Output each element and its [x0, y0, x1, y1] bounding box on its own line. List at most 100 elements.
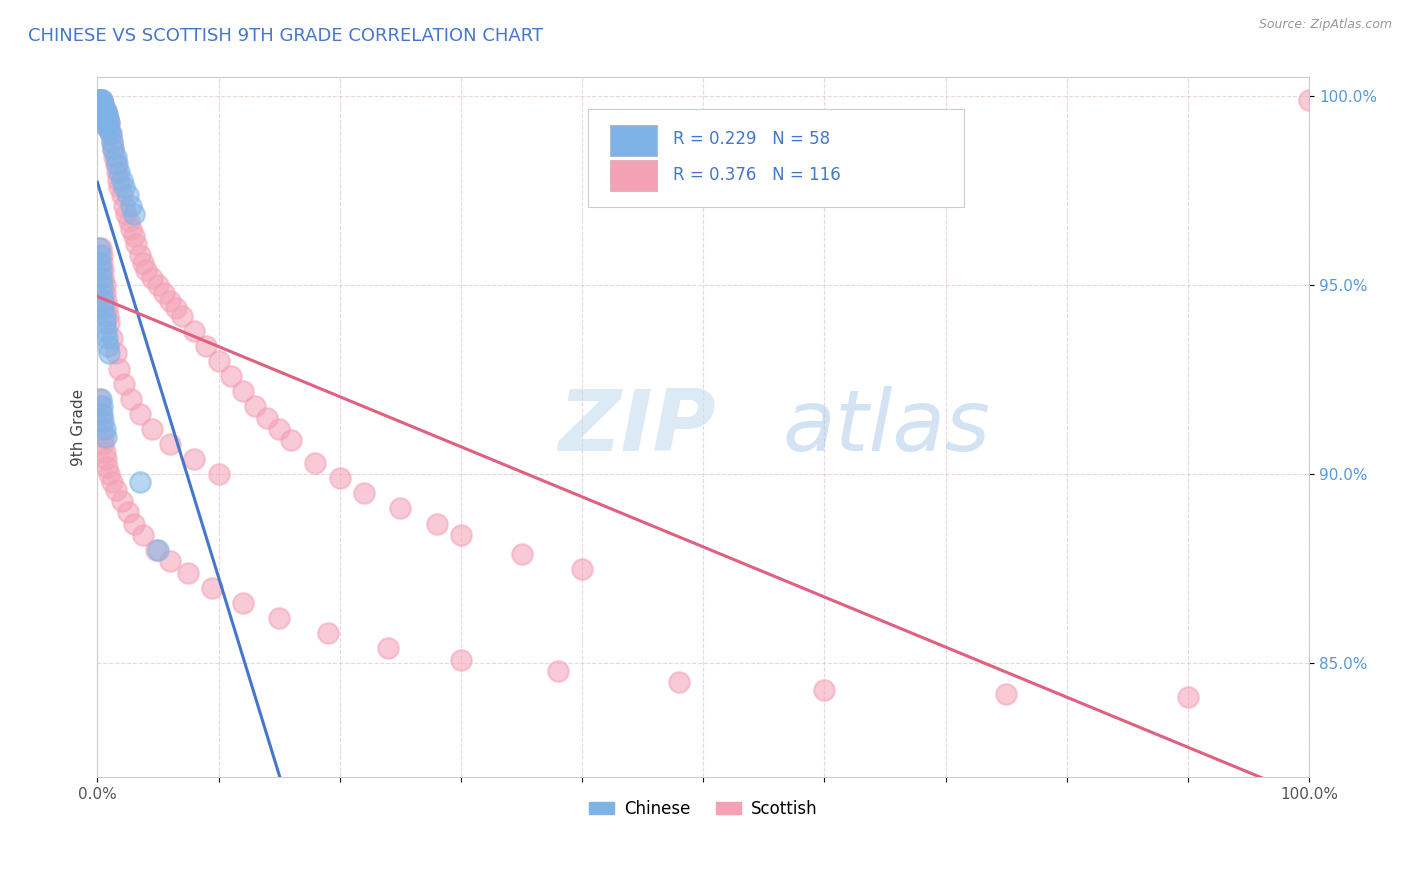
Text: atlas: atlas: [782, 385, 990, 468]
Point: [104, 150, 127, 164]
Point: [122, 206, 145, 220]
Point: [146, 543, 169, 558]
Point: [995, 687, 1018, 701]
Point: [96, 108, 118, 122]
Point: [93, 415, 115, 429]
Point: [93, 422, 115, 436]
Point: [105, 165, 128, 179]
Point: [159, 554, 181, 568]
Point: [159, 437, 181, 451]
Point: [120, 392, 142, 406]
Point: [90, 93, 112, 107]
Point: [89, 248, 111, 262]
Point: [112, 199, 135, 213]
Point: [98, 116, 121, 130]
Point: [91, 400, 114, 414]
Point: [101, 142, 124, 156]
Point: [108, 165, 131, 179]
FancyBboxPatch shape: [610, 125, 657, 156]
Point: [91, 93, 114, 107]
Point: [91, 101, 114, 115]
Point: [89, 255, 111, 269]
Point: [219, 369, 242, 384]
Point: [98, 116, 121, 130]
Point: [269, 611, 291, 625]
Point: [316, 626, 339, 640]
Point: [101, 135, 124, 149]
Point: [141, 270, 163, 285]
Point: [112, 376, 135, 391]
Point: [90, 392, 112, 406]
Point: [90, 407, 112, 421]
Point: [98, 123, 121, 137]
Point: [389, 501, 412, 516]
Point: [91, 422, 114, 436]
Text: CHINESE VS SCOTTISH 9TH GRADE CORRELATION CHART: CHINESE VS SCOTTISH 9TH GRADE CORRELATIO…: [28, 27, 543, 45]
Point: [153, 285, 176, 300]
Point: [159, 293, 181, 308]
Point: [132, 255, 155, 269]
Point: [243, 400, 266, 414]
Point: [183, 452, 205, 467]
Point: [94, 116, 117, 130]
Point: [128, 475, 150, 489]
Point: [93, 429, 115, 443]
Point: [97, 339, 120, 353]
Point: [93, 101, 115, 115]
Point: [93, 444, 115, 458]
Point: [89, 104, 111, 119]
Point: [813, 682, 835, 697]
Point: [668, 675, 690, 690]
Point: [96, 108, 118, 122]
Point: [90, 241, 112, 255]
Point: [112, 180, 135, 194]
Point: [128, 407, 150, 421]
Point: [125, 236, 148, 251]
FancyBboxPatch shape: [610, 160, 657, 191]
Point: [97, 112, 120, 126]
Point: [90, 108, 112, 122]
Point: [145, 543, 167, 558]
Point: [426, 516, 449, 531]
Y-axis label: 9th Grade: 9th Grade: [72, 389, 86, 466]
Point: [93, 104, 115, 119]
Point: [87, 101, 110, 115]
Text: ZIP: ZIP: [558, 385, 716, 468]
Point: [93, 293, 115, 308]
FancyBboxPatch shape: [588, 109, 965, 207]
Point: [128, 248, 150, 262]
Point: [141, 422, 163, 436]
Point: [93, 437, 115, 451]
Point: [87, 93, 110, 107]
Point: [571, 562, 593, 576]
Point: [94, 429, 117, 443]
Legend: Chinese, Scottish: Chinese, Scottish: [582, 793, 824, 824]
Point: [89, 93, 111, 107]
Point: [450, 528, 472, 542]
Point: [91, 96, 114, 111]
Point: [98, 123, 121, 137]
Point: [87, 241, 110, 255]
Point: [232, 384, 254, 399]
Point: [93, 104, 115, 119]
Point: [146, 278, 169, 293]
Point: [97, 112, 120, 126]
Point: [201, 581, 224, 595]
Point: [93, 285, 115, 300]
Point: [115, 206, 138, 220]
Point: [94, 324, 117, 338]
Point: [100, 127, 122, 141]
Point: [93, 112, 115, 126]
Point: [118, 214, 141, 228]
Point: [94, 104, 117, 119]
Point: [195, 339, 218, 353]
Point: [90, 108, 112, 122]
Point: [104, 483, 127, 497]
Point: [93, 301, 115, 315]
Point: [101, 331, 124, 345]
Point: [120, 199, 142, 213]
Point: [97, 309, 120, 323]
Point: [103, 150, 125, 164]
Point: [87, 101, 110, 115]
Point: [110, 494, 132, 508]
